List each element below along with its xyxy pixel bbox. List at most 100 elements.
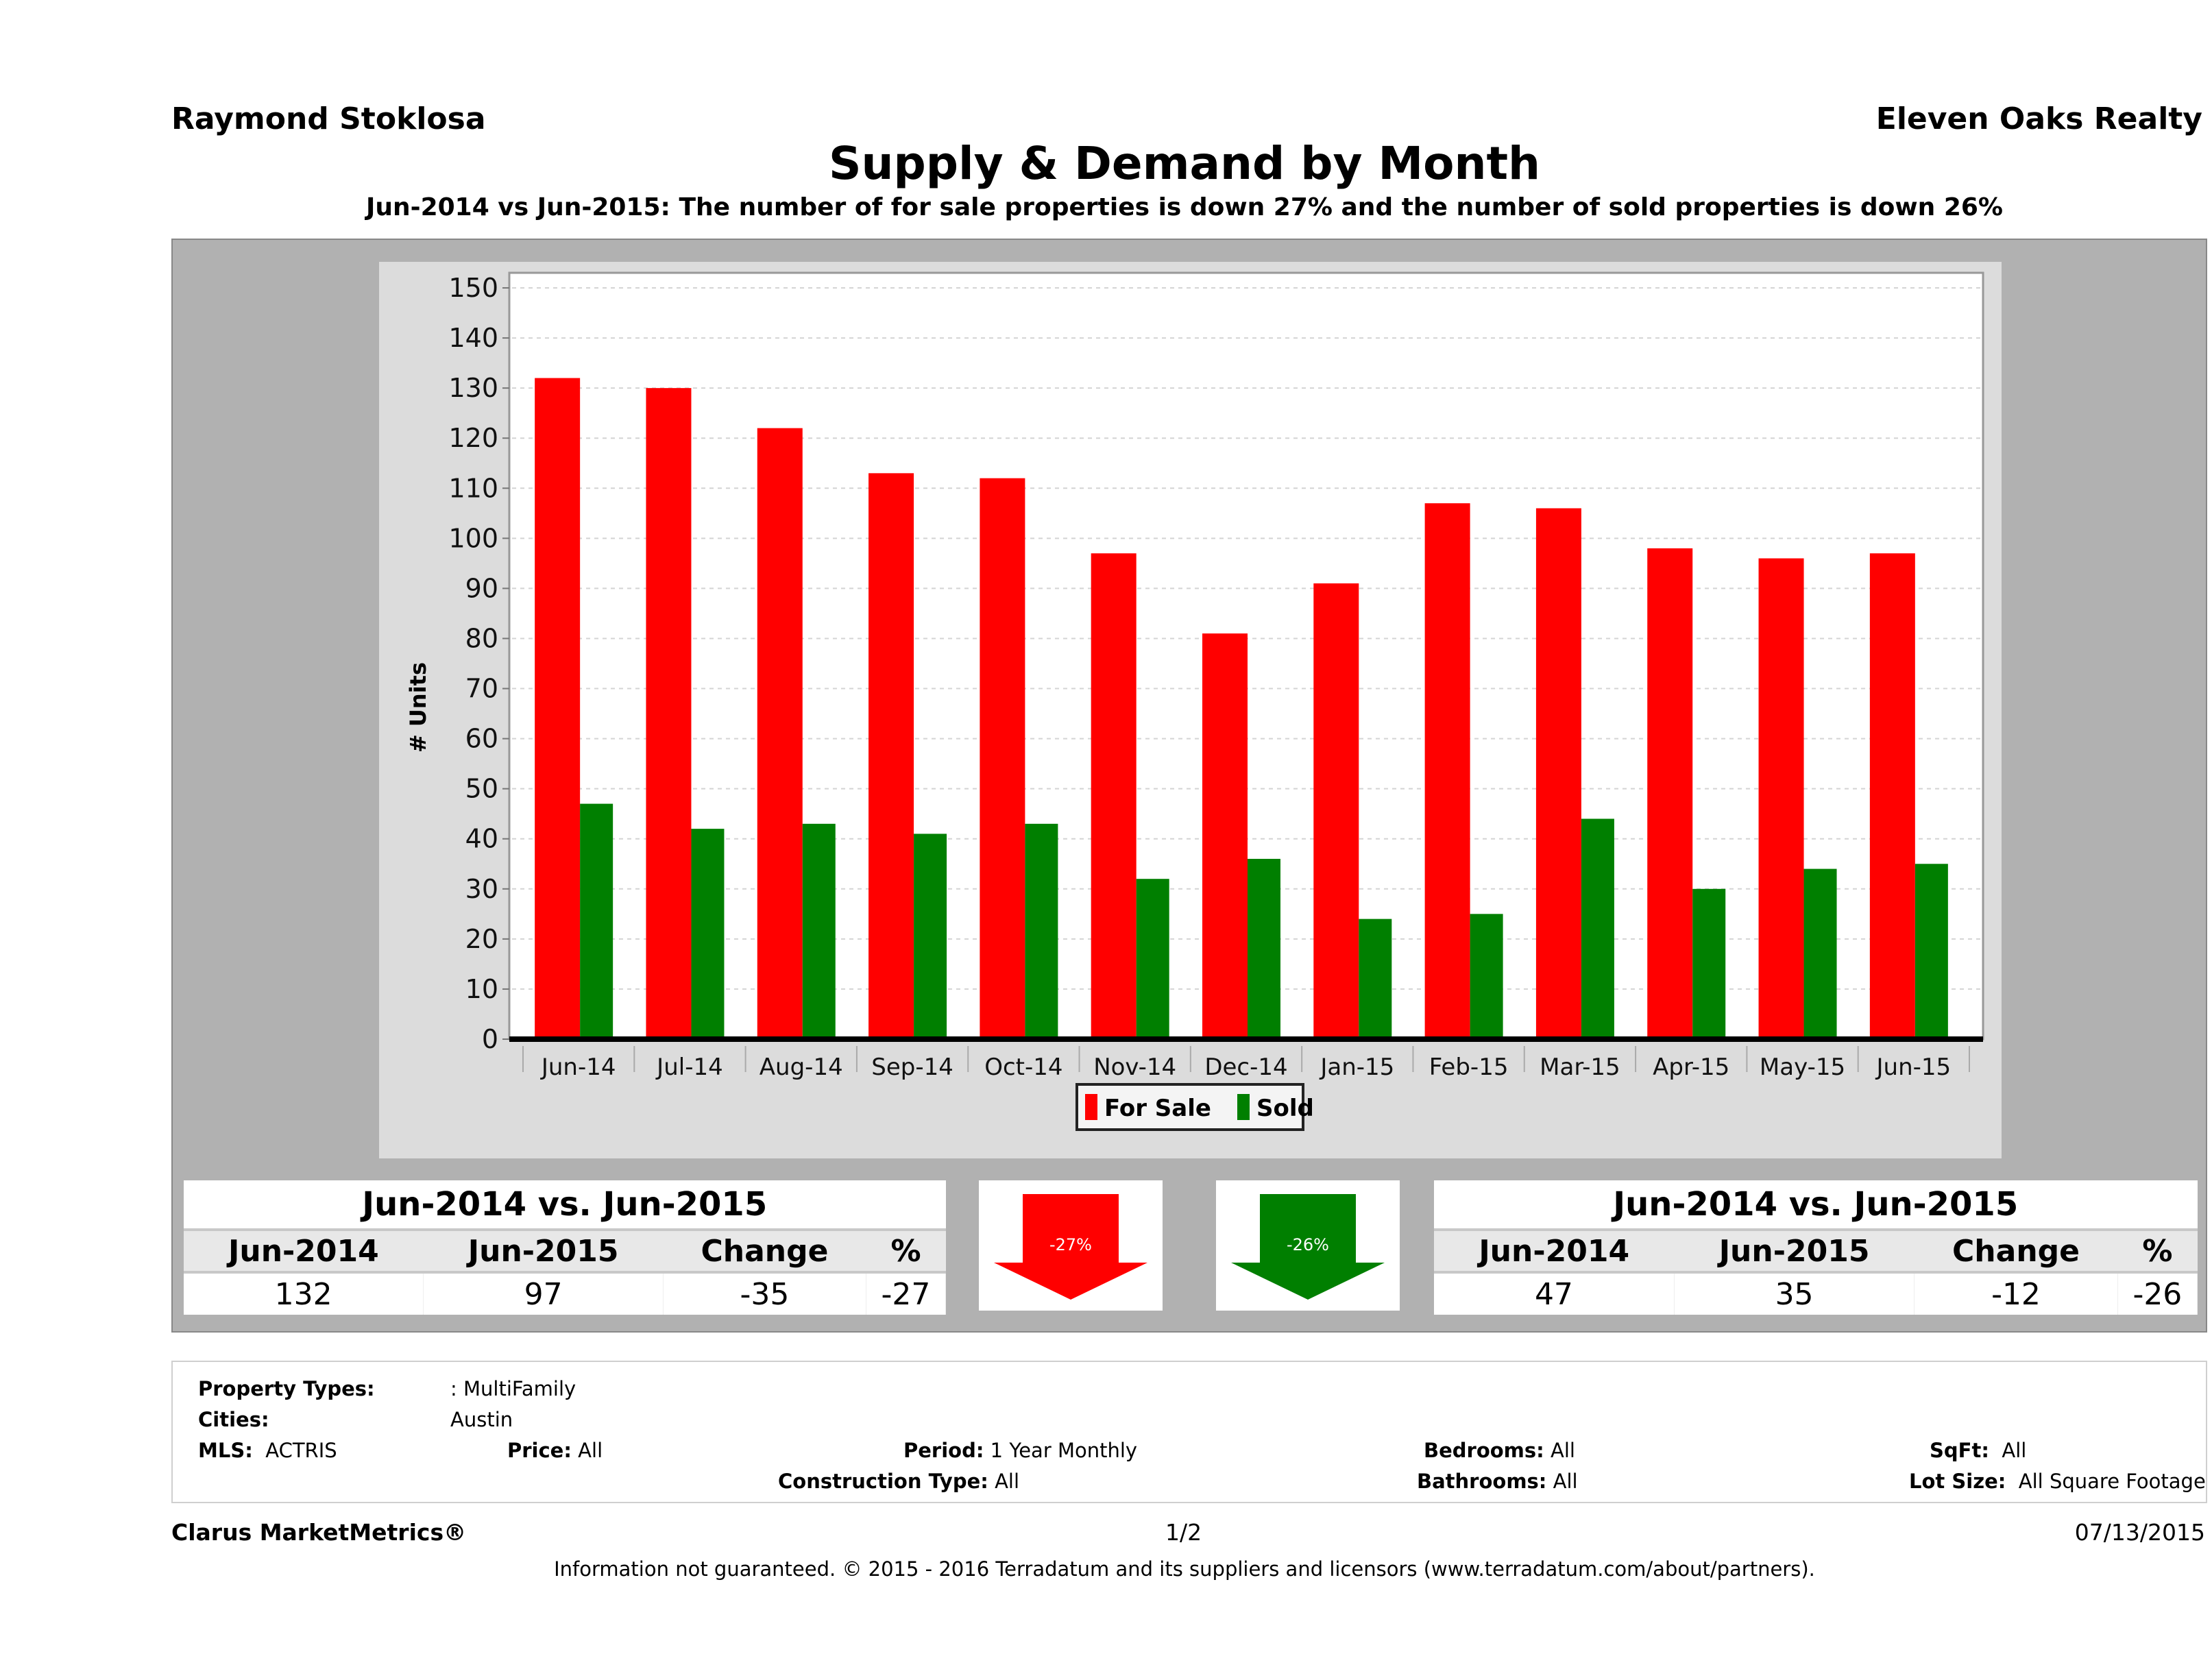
- bar-chart: 0 10 20 30 40 50 60 70 80 90 100 110 120 130 140 150 Ju…: [405, 271, 1984, 1131]
- property-types-value: : MultiFamily: [450, 1377, 576, 1400]
- bar-sold-feb-15: [1470, 914, 1503, 1039]
- price-filter: Price: All: [507, 1439, 603, 1462]
- x-tick-label: Jun-15: [1875, 1054, 1952, 1081]
- column-header: Jun-2014: [184, 1228, 424, 1274]
- for-sale-change-indicator: -27%: [979, 1180, 1163, 1311]
- legend-swatch-for-sale: [1085, 1094, 1097, 1120]
- legend-label-sold: Sold: [1256, 1095, 1314, 1122]
- cell-change: -35: [663, 1272, 866, 1315]
- mls-filter: MLS: ACTRIS: [198, 1439, 337, 1462]
- sold-change-label: -26%: [1287, 1235, 1329, 1254]
- cities-label: Cities:: [198, 1408, 269, 1431]
- brokerage-name: Eleven Oaks Realty: [1875, 101, 2202, 136]
- cell-jun-2015: 97: [423, 1272, 664, 1315]
- bar-for-sale-aug-14: [757, 428, 803, 1039]
- y-tick-label: 30: [465, 874, 498, 904]
- cell-jun-2015: 35: [1674, 1272, 1915, 1315]
- x-tick-label: Jul-14: [655, 1054, 723, 1081]
- x-tick-label: Mar-15: [1540, 1054, 1620, 1081]
- report-filters: Property Types: : MultiFamily Cities: Au…: [171, 1361, 2207, 1503]
- down-arrow-icon: [1231, 1194, 1385, 1300]
- bar-sold-jan-15: [1359, 919, 1392, 1039]
- bar-for-sale-apr-15: [1647, 548, 1693, 1039]
- y-tick-label: 130: [448, 373, 498, 403]
- column-header: %: [2117, 1228, 2198, 1274]
- x-tick-label: Oct-14: [984, 1054, 1062, 1081]
- y-tick-label: 50: [465, 774, 498, 804]
- column-header: Jun-2014: [1434, 1228, 1675, 1274]
- column-header: Change: [1914, 1228, 2118, 1274]
- y-tick-label: 80: [465, 623, 498, 653]
- y-tick-label: 60: [465, 724, 498, 754]
- bar-for-sale-jan-15: [1313, 583, 1359, 1039]
- x-tick-label: Jan-15: [1319, 1054, 1394, 1081]
- construction-type-filter: Construction Type: All: [778, 1470, 1020, 1493]
- page-number: 1/2: [1165, 1519, 1202, 1546]
- cell-percent: -27: [866, 1272, 947, 1315]
- cities-value: Austin: [450, 1408, 513, 1431]
- x-tick-label: Aug-14: [759, 1054, 843, 1081]
- column-header: %: [866, 1228, 946, 1274]
- x-tick-label: Jun-14: [540, 1054, 616, 1081]
- y-tick-label: 0: [482, 1024, 498, 1054]
- sold-summary-table: Jun-2014 vs. Jun-2015 Jun-2014 Jun-2015 …: [1434, 1180, 2198, 1315]
- bar-sold-aug-14: [802, 823, 836, 1039]
- bar-for-sale-feb-15: [1424, 503, 1470, 1039]
- for-sale-summary-table: Jun-2014 vs. Jun-2015 Jun-2014 Jun-2015 …: [184, 1180, 947, 1315]
- chart-container: 0 10 20 30 40 50 60 70 80 90 100 110 120 130 140 150 Ju…: [379, 262, 2002, 1158]
- cell-jun-2014: 47: [1434, 1272, 1675, 1315]
- report-title: Supply & Demand by Month: [828, 137, 1541, 190]
- report-date: 07/13/2015: [2074, 1519, 2205, 1546]
- cell-jun-2014: 132: [184, 1272, 424, 1315]
- legend: For Sale Sold: [1075, 1083, 1314, 1131]
- legend-swatch-sold: [1237, 1094, 1250, 1120]
- sold-change-indicator: -26%: [1216, 1180, 1400, 1311]
- x-tick-label: Apr-15: [1653, 1054, 1729, 1081]
- agent-name: Raymond Stoklosa: [171, 101, 486, 136]
- y-tick-label: 120: [448, 423, 498, 453]
- bar-sold-dec-14: [1248, 858, 1280, 1039]
- sold-summary-heading: Jun-2014 vs. Jun-2015: [1613, 1185, 2019, 1224]
- sqft-filter: SqFt: All: [1930, 1439, 2027, 1462]
- x-tick-label: Sep-14: [871, 1054, 953, 1081]
- bar-for-sale-may-15: [1758, 558, 1804, 1039]
- y-axis-label: # Units: [405, 662, 431, 753]
- y-tick-label: 110: [448, 473, 498, 503]
- cell-percent: -26: [2117, 1272, 2198, 1315]
- lot-size-filter: Lot Size: All Square Footage: [1909, 1470, 2206, 1493]
- y-tick-label: 140: [448, 323, 498, 353]
- report-subtitle: Jun-2014 vs Jun-2015: The number of for …: [365, 193, 2003, 221]
- disclaimer: Information not guaranteed. © 2015 - 201…: [554, 1557, 1815, 1581]
- bar-sold-oct-14: [1025, 823, 1058, 1039]
- y-tick-label: 70: [465, 674, 498, 704]
- bathrooms-filter: Bathrooms: All: [1417, 1470, 1578, 1493]
- x-tick-label: May-15: [1760, 1054, 1845, 1081]
- column-header: Change: [663, 1228, 866, 1274]
- y-tick-label: 150: [448, 273, 498, 303]
- bar-sold-sep-14: [914, 834, 947, 1039]
- period-filter: Period: 1 Year Monthly: [903, 1439, 1138, 1462]
- down-arrow-icon: [994, 1194, 1147, 1300]
- bar-for-sale-sep-14: [868, 473, 914, 1039]
- bar-sold-jun-15: [1915, 864, 1948, 1039]
- bar-for-sale-mar-15: [1535, 508, 1581, 1039]
- x-axis-ticks: Jun-14 Jul-14 Aug-14 Sep-14 Oct-14 Nov-14 Dec-…: [509, 1036, 1983, 1081]
- bar-for-sale-dec-14: [1202, 633, 1248, 1039]
- for-sale-change-label: -27%: [1049, 1235, 1092, 1254]
- for-sale-summary-heading: Jun-2014 vs. Jun-2015: [362, 1185, 768, 1224]
- column-header: Jun-2015: [423, 1228, 664, 1274]
- x-tick-label: Dec-14: [1204, 1054, 1287, 1081]
- bar-sold-apr-15: [1692, 888, 1726, 1039]
- bar-for-sale-oct-14: [980, 478, 1025, 1039]
- bars: [535, 378, 1948, 1039]
- bedrooms-filter: Bedrooms: All: [1424, 1439, 1575, 1462]
- property-types-label: Property Types:: [198, 1377, 375, 1400]
- bar-sold-jul-14: [691, 829, 725, 1039]
- y-tick-label: 100: [448, 523, 498, 553]
- legend-box: [1075, 1083, 1304, 1131]
- legend-label-for-sale: For Sale: [1104, 1095, 1211, 1122]
- column-header: Jun-2015: [1674, 1228, 1915, 1274]
- bar-sold-may-15: [1803, 868, 1837, 1039]
- bar-for-sale-jun-14: [535, 378, 581, 1039]
- bar-sold-nov-14: [1136, 879, 1169, 1039]
